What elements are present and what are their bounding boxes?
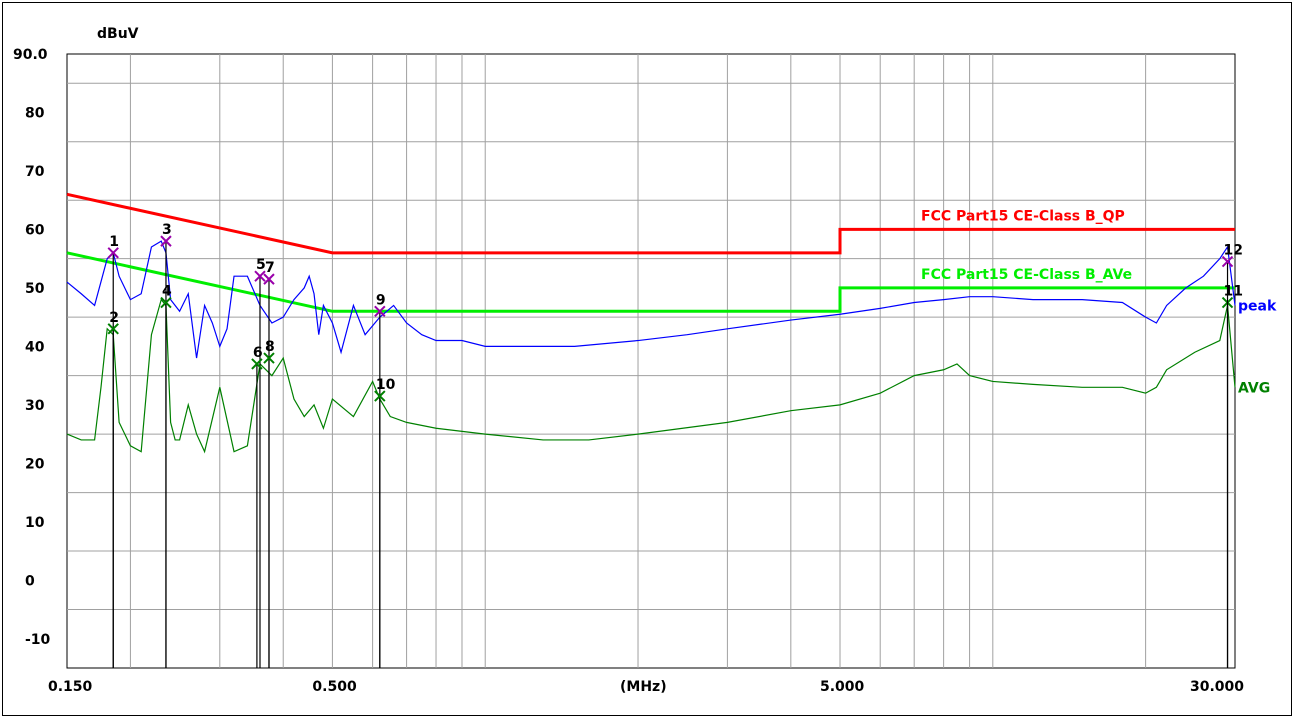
- marker-x: [374, 390, 386, 402]
- y-tick-label: 0: [25, 573, 35, 589]
- marker-x: [263, 273, 275, 285]
- marker-label: 8: [265, 339, 275, 355]
- x-axis-unit-label: (MHz): [620, 679, 667, 695]
- marker-label: 6: [253, 345, 263, 361]
- marker-x: [160, 235, 172, 247]
- series-label: AVG: [1238, 380, 1270, 396]
- y-tick-label: -10: [25, 632, 51, 648]
- y-tick-label: 70: [25, 164, 45, 180]
- limit-line: [66, 251, 1235, 313]
- marker-label: 5: [256, 257, 266, 273]
- marker-label: 9: [376, 292, 386, 308]
- plot-area: [66, 53, 1236, 669]
- y-tick-label: 50: [25, 281, 45, 297]
- y-tick-label: 90.0: [13, 47, 48, 63]
- x-tick-label: 0.500: [312, 679, 357, 695]
- series-label: peak: [1238, 298, 1277, 314]
- marker-x: [1221, 255, 1234, 268]
- limit-line: [66, 192, 1235, 255]
- marker-x: [374, 305, 386, 318]
- marker-label: 2: [109, 310, 119, 326]
- marker-x: [251, 358, 263, 370]
- x-tick-label: 30.000: [1190, 679, 1244, 695]
- marker-label: 11: [1224, 284, 1243, 300]
- y-tick-label: 10: [25, 515, 45, 531]
- y-axis-unit-label: dBuV: [97, 26, 139, 42]
- x-tick-label: 0.150: [48, 679, 93, 695]
- y-tick-label: 80: [25, 105, 45, 121]
- x-tick-label: 5.000: [820, 679, 865, 695]
- marker-label: 10: [376, 377, 396, 393]
- marker-x: [107, 247, 119, 259]
- emission-chart: FCC Part15 CE-Class B_QP FCC Part15 CE-Cl…: [13, 26, 1277, 695]
- marker-label: 4: [162, 284, 172, 300]
- marker-label: 12: [1224, 243, 1243, 259]
- marker-x: [107, 323, 119, 335]
- limit-line-label: FCC Part15 CE-Class B_AVe: [921, 267, 1132, 283]
- y-tick-label: 40: [25, 339, 45, 355]
- limit-line-label: FCC Part15 CE-Class B_QP: [921, 208, 1125, 224]
- series-line: [66, 240, 1236, 359]
- y-tick-label: 20: [25, 456, 45, 472]
- marker-x: [263, 352, 275, 364]
- marker-label: 7: [265, 260, 275, 276]
- marker-label: 1: [109, 234, 119, 250]
- marker-x: [254, 270, 266, 282]
- marker-label: 3: [162, 222, 172, 238]
- y-tick-label: 60: [25, 222, 45, 238]
- series-line: [66, 298, 1236, 454]
- y-tick-label: 30: [25, 398, 45, 414]
- marker-x: [160, 296, 172, 309]
